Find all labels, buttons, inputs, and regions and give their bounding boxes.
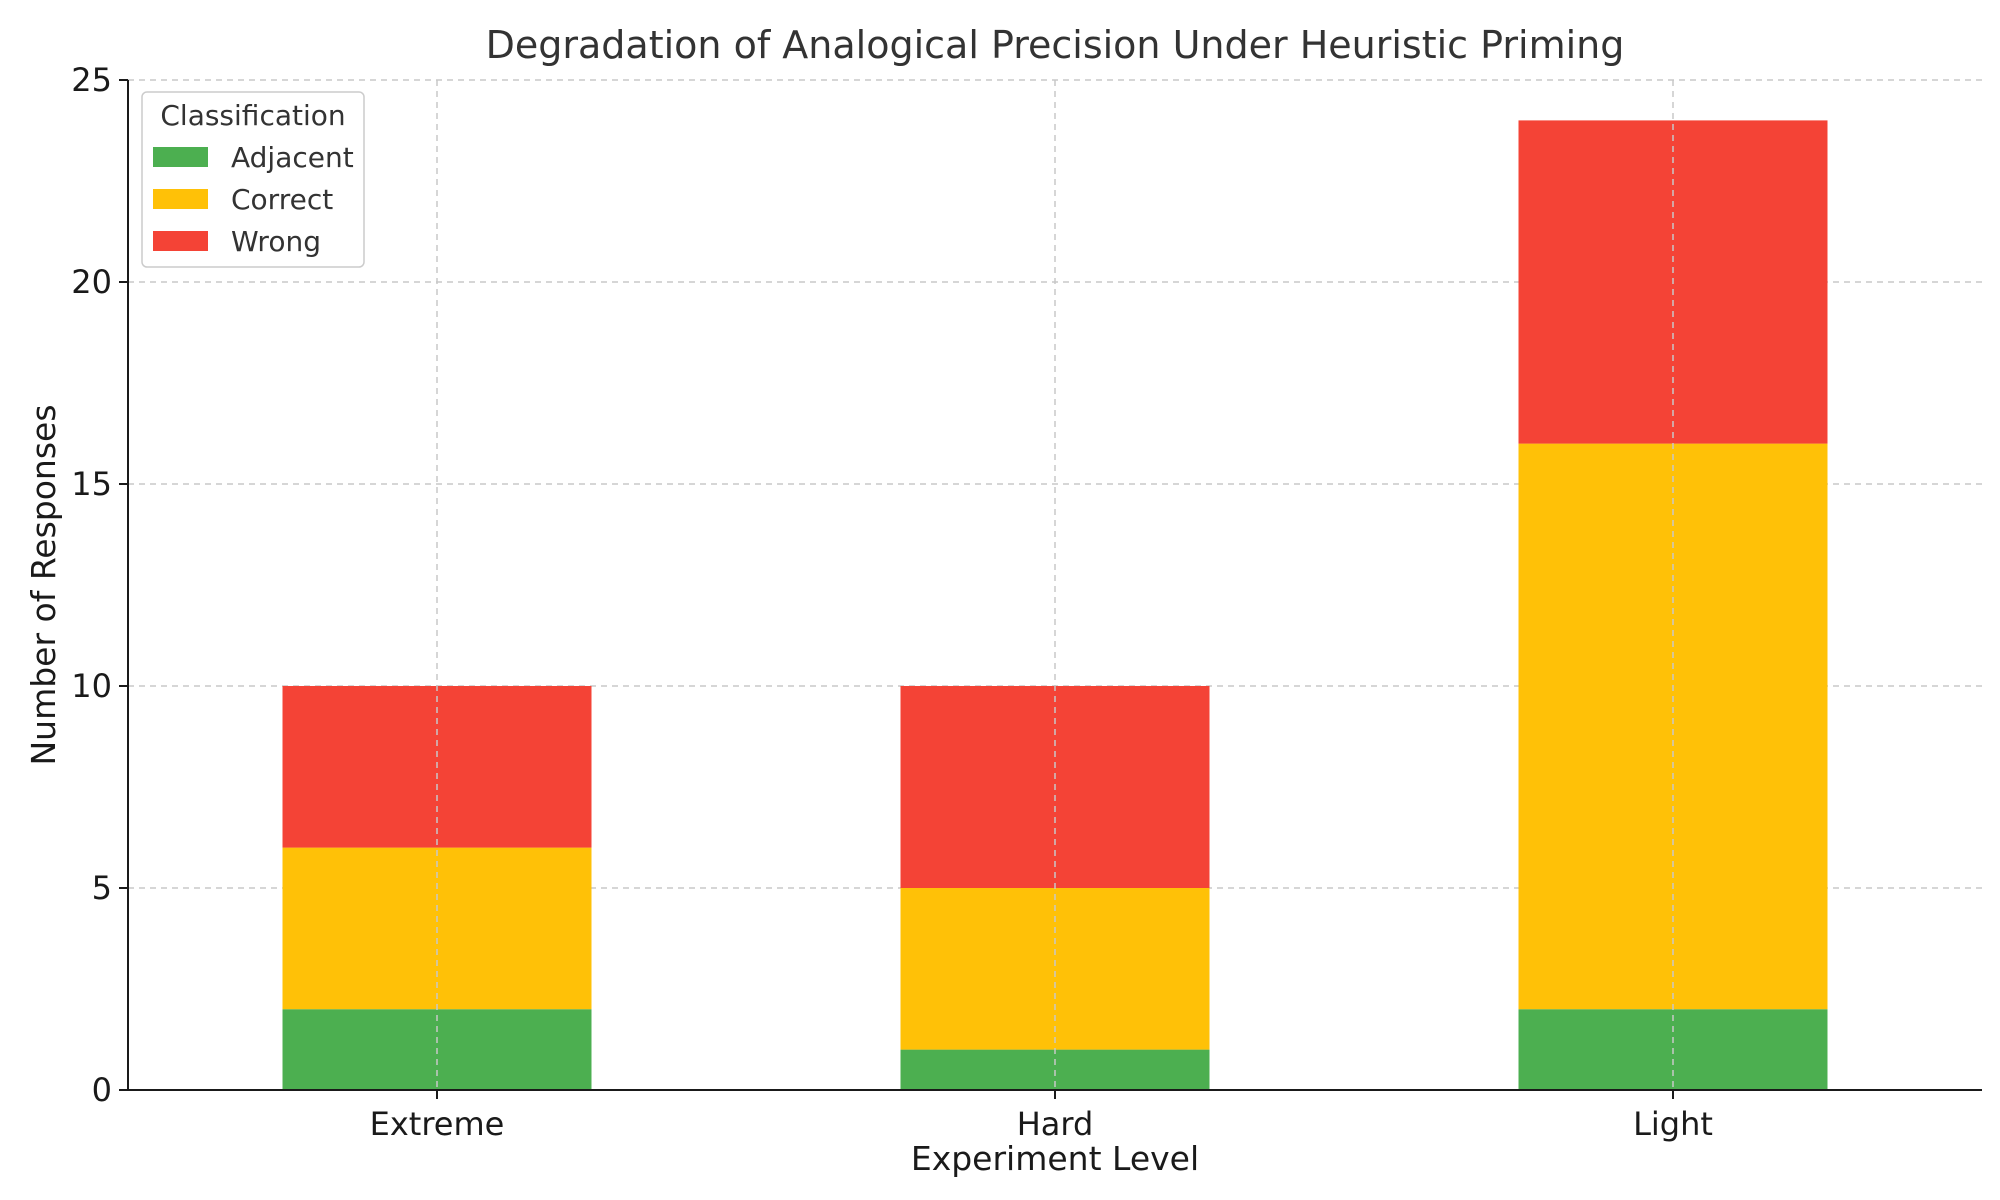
legend-swatch-adjacent [153, 147, 208, 167]
x-tick-label: Light [1633, 1105, 1713, 1143]
x-tick-label: Extreme [370, 1105, 505, 1143]
legend-label-wrong: Wrong [231, 225, 321, 258]
y-tick-label: 25 [71, 61, 112, 99]
tick-labels: 0 5 10 15 20 25 Extreme Hard Light [71, 61, 1713, 1143]
y-tick-label: 10 [71, 667, 112, 705]
x-tick-label: Hard [1017, 1105, 1094, 1143]
x-axis-label: Experiment Level [911, 1139, 1199, 1178]
bars [282, 120, 1828, 1090]
y-tick-label: 15 [71, 465, 112, 503]
legend-label-adjacent: Adjacent [231, 141, 354, 174]
legend-box [141, 91, 365, 268]
legend-title: Classification [160, 99, 345, 132]
y-tick-label: 0 [92, 1071, 112, 1109]
legend-swatch-correct [153, 189, 208, 209]
chart-title: Degradation of Analogical Precision Unde… [486, 23, 1625, 67]
y-axis-label: Number of Responses [24, 404, 63, 765]
legend-label-correct: Correct [231, 183, 333, 216]
legend-items: Adjacent Correct Wrong [153, 141, 354, 258]
bar-correct-light [1518, 443, 1828, 1010]
y-tick-label: 20 [71, 263, 112, 301]
legend-swatch-wrong [153, 231, 208, 251]
y-tick-label: 5 [92, 869, 112, 907]
axes [119, 79, 1982, 1099]
legend: Classification Adjacent Correct Wrong [141, 91, 365, 268]
bar-correct-hard [900, 888, 1210, 1050]
